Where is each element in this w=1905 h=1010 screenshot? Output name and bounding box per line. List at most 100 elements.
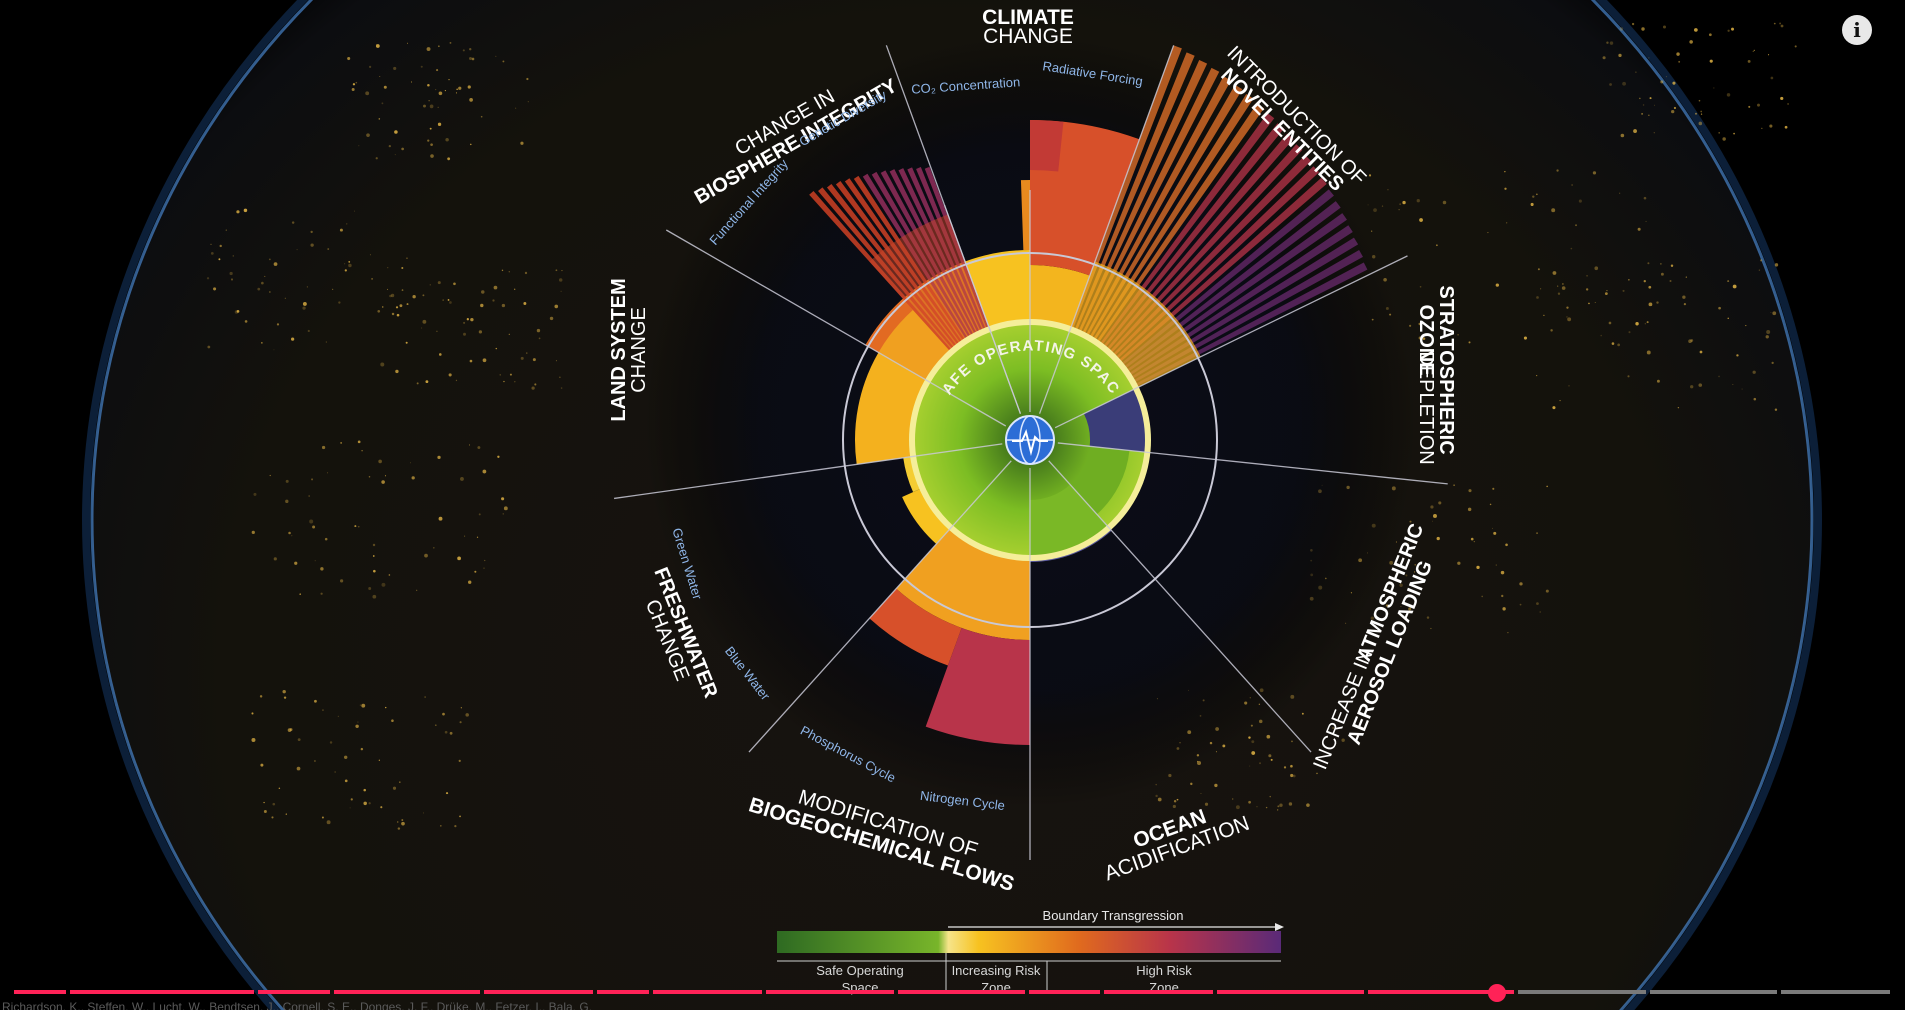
city-light-dot	[1442, 200, 1447, 205]
timeline-chapter-segment[interactable]	[1518, 990, 1646, 994]
city-light-dot	[243, 208, 248, 213]
city-light-dot	[219, 244, 222, 248]
sector-dividers	[613, 45, 1448, 860]
city-light-dot	[1489, 503, 1492, 506]
city-light-dot	[560, 387, 563, 389]
novel-entities-stripe	[1070, 45, 1182, 330]
timeline-chapter-segment[interactable]	[1367, 990, 1514, 994]
city-light-dot	[437, 106, 439, 108]
city-light-dot	[1556, 169, 1559, 172]
city-light-dot	[493, 285, 498, 290]
city-light-dot	[1698, 99, 1701, 102]
video-progress-bar[interactable]	[0, 984, 1905, 1002]
timeline-scrubber-handle[interactable]	[1488, 984, 1507, 1002]
city-light-dot	[306, 286, 308, 288]
city-light-dot	[1741, 388, 1743, 390]
timeline-chapter-segment[interactable]	[1104, 990, 1214, 994]
city-light-dot	[361, 450, 363, 452]
timeline-chapter-segment[interactable]	[1217, 990, 1364, 994]
timeline-chapter-segment[interactable]	[333, 990, 480, 994]
city-light-dot	[444, 730, 448, 734]
city-light-dot	[474, 570, 477, 573]
city-light-dot	[339, 228, 343, 232]
city-light-dot	[1645, 220, 1647, 222]
timeline-chapter-segment[interactable]	[1781, 990, 1890, 994]
timeline-chapter-segment[interactable]	[653, 990, 762, 994]
city-light-dot	[1622, 81, 1626, 86]
city-light-dot	[380, 362, 385, 367]
city-light-dot	[1602, 56, 1606, 60]
city-light-dot	[1648, 285, 1652, 289]
city-light-dot	[560, 290, 562, 292]
timeline-chapter-segment[interactable]	[1649, 990, 1778, 994]
city-light-dot	[1633, 129, 1637, 133]
timeline-chapter-segment[interactable]	[766, 990, 894, 994]
city-light-dot	[426, 47, 431, 52]
city-light-dot	[448, 373, 452, 377]
city-light-dot	[1656, 301, 1659, 304]
city-light-dot	[369, 254, 371, 256]
ozone-title-2a: OZONE	[1415, 304, 1437, 375]
city-light-dot	[1732, 284, 1737, 289]
city-light-dot	[1760, 259, 1763, 262]
city-light-dot	[1660, 263, 1662, 265]
timeline-chapter-segment[interactable]	[596, 990, 650, 994]
city-light-dot	[1557, 292, 1561, 295]
city-light-dot	[484, 559, 486, 562]
city-light-dot	[390, 293, 395, 298]
city-light-dot	[1570, 247, 1573, 250]
timeline-chapter-segment[interactable]	[258, 990, 330, 994]
city-light-dot	[1588, 302, 1590, 305]
city-light-dot	[346, 223, 348, 225]
city-light-dot	[327, 472, 329, 474]
timeline-chapter-segment[interactable]	[14, 990, 67, 994]
city-light-dot	[469, 444, 470, 446]
timeline-chapter-segment[interactable]	[1029, 990, 1101, 994]
city-light-dot	[372, 594, 377, 599]
city-light-dot	[1784, 125, 1788, 129]
city-light-dot	[1689, 40, 1693, 44]
timeline-chapter-segment[interactable]	[897, 990, 1026, 994]
city-light-dot	[1780, 96, 1784, 101]
timeline-chapter-segment[interactable]	[70, 990, 255, 994]
city-light-dot	[1492, 487, 1495, 490]
legend-title: Boundary Transgression	[1043, 908, 1184, 923]
city-light-dot	[1733, 132, 1735, 135]
city-light-dot	[324, 537, 328, 541]
city-light-dot	[456, 88, 459, 91]
city-light-dot	[424, 553, 428, 558]
city-light-dot	[1561, 286, 1566, 290]
city-light-dot	[503, 380, 505, 383]
city-light-dot	[393, 66, 397, 70]
city-light-dot	[360, 747, 364, 751]
city-light-dot	[391, 312, 395, 316]
city-light-dot	[1557, 285, 1559, 287]
city-light-dot	[1561, 283, 1564, 285]
city-light-dot	[509, 373, 512, 376]
city-light-dot	[338, 301, 341, 304]
city-light-dot	[361, 703, 366, 708]
city-light-dot	[527, 101, 529, 103]
legend-safe-1: Safe Operating	[816, 963, 903, 978]
city-light-dot	[1627, 375, 1630, 378]
timeline-chapter-segment[interactable]	[484, 990, 593, 994]
city-light-dot	[1487, 231, 1489, 234]
city-light-dot	[307, 329, 310, 333]
city-light-dot	[296, 766, 301, 771]
city-light-dot	[455, 92, 458, 94]
city-light-dot	[1501, 594, 1504, 598]
city-light-dot	[1731, 27, 1734, 31]
biogeo-phosphorus-outer	[869, 588, 962, 666]
city-light-dot	[1493, 531, 1497, 535]
city-light-dot	[469, 57, 472, 60]
novel-entities-stripe	[1092, 93, 1254, 342]
city-light-dot	[1709, 59, 1713, 63]
info-icon[interactable]: i	[1842, 15, 1872, 45]
city-light-dot	[253, 492, 257, 496]
city-light-dot	[492, 299, 495, 302]
city-light-dot	[1506, 222, 1508, 224]
city-light-dot	[378, 459, 382, 464]
city-light-dot	[273, 349, 275, 351]
city-light-dot	[447, 157, 451, 161]
